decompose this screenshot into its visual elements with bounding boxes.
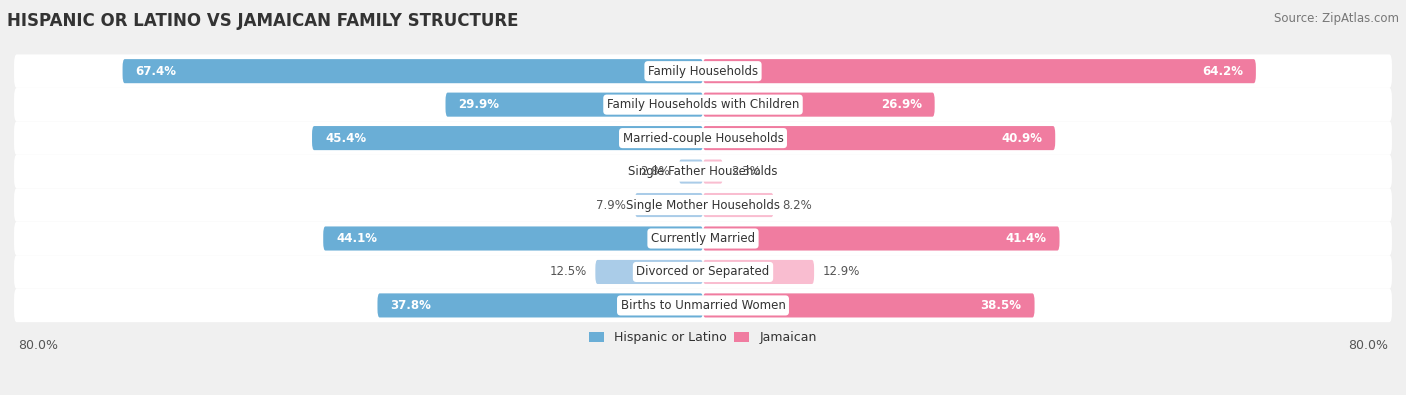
FancyBboxPatch shape [446, 92, 703, 117]
FancyBboxPatch shape [14, 155, 1392, 188]
Text: 67.4%: 67.4% [135, 65, 177, 78]
Text: Source: ZipAtlas.com: Source: ZipAtlas.com [1274, 12, 1399, 25]
FancyBboxPatch shape [703, 226, 1060, 250]
Text: 41.4%: 41.4% [1005, 232, 1046, 245]
FancyBboxPatch shape [14, 188, 1392, 222]
FancyBboxPatch shape [636, 193, 703, 217]
Text: 80.0%: 80.0% [1347, 339, 1388, 352]
Text: 80.0%: 80.0% [18, 339, 59, 352]
Text: Married-couple Households: Married-couple Households [623, 132, 783, 145]
FancyBboxPatch shape [312, 126, 703, 150]
FancyBboxPatch shape [703, 59, 1256, 83]
Text: Divorced or Separated: Divorced or Separated [637, 265, 769, 278]
FancyBboxPatch shape [703, 293, 1035, 318]
Text: 26.9%: 26.9% [880, 98, 922, 111]
Text: 7.9%: 7.9% [596, 199, 626, 212]
FancyBboxPatch shape [703, 92, 935, 117]
Text: 38.5%: 38.5% [980, 299, 1022, 312]
Text: 29.9%: 29.9% [458, 98, 499, 111]
FancyBboxPatch shape [14, 88, 1392, 121]
Text: Births to Unmarried Women: Births to Unmarried Women [620, 299, 786, 312]
FancyBboxPatch shape [679, 160, 703, 184]
FancyBboxPatch shape [14, 255, 1392, 289]
FancyBboxPatch shape [377, 293, 703, 318]
Text: 8.2%: 8.2% [782, 199, 813, 212]
Text: HISPANIC OR LATINO VS JAMAICAN FAMILY STRUCTURE: HISPANIC OR LATINO VS JAMAICAN FAMILY ST… [7, 12, 519, 30]
Text: Single Mother Households: Single Mother Households [626, 199, 780, 212]
Text: 45.4%: 45.4% [325, 132, 366, 145]
FancyBboxPatch shape [122, 59, 703, 83]
FancyBboxPatch shape [14, 121, 1392, 155]
Text: 44.1%: 44.1% [336, 232, 377, 245]
FancyBboxPatch shape [703, 160, 723, 184]
Text: 12.5%: 12.5% [550, 265, 586, 278]
Text: 2.3%: 2.3% [731, 165, 761, 178]
FancyBboxPatch shape [703, 126, 1056, 150]
FancyBboxPatch shape [14, 55, 1392, 88]
Text: Currently Married: Currently Married [651, 232, 755, 245]
FancyBboxPatch shape [14, 289, 1392, 322]
FancyBboxPatch shape [703, 193, 773, 217]
Text: 2.8%: 2.8% [641, 165, 671, 178]
Text: Family Households with Children: Family Households with Children [607, 98, 799, 111]
Legend: Hispanic or Latino, Jamaican: Hispanic or Latino, Jamaican [589, 331, 817, 344]
Text: 64.2%: 64.2% [1202, 65, 1243, 78]
Text: Single Father Households: Single Father Households [628, 165, 778, 178]
FancyBboxPatch shape [323, 226, 703, 250]
Text: 37.8%: 37.8% [391, 299, 432, 312]
FancyBboxPatch shape [595, 260, 703, 284]
FancyBboxPatch shape [703, 260, 814, 284]
FancyBboxPatch shape [14, 222, 1392, 255]
Text: 40.9%: 40.9% [1001, 132, 1042, 145]
Text: 12.9%: 12.9% [823, 265, 860, 278]
Text: Family Households: Family Households [648, 65, 758, 78]
